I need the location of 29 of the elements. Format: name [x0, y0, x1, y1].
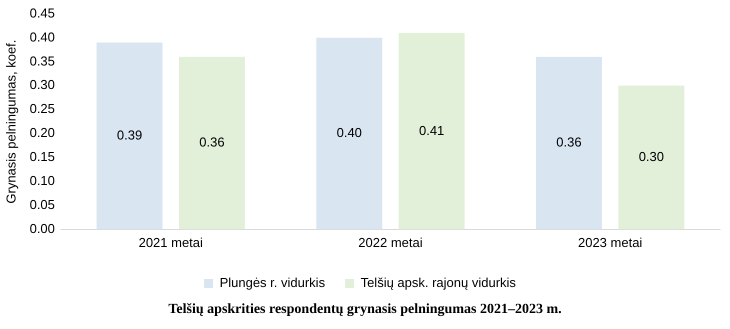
y-tick-label: 0.25: [30, 101, 55, 116]
y-tick-label: 0.35: [30, 53, 55, 68]
y-tick-label: 0.15: [30, 149, 55, 164]
data-label: 0.40: [336, 125, 362, 140]
data-label: 0.36: [199, 134, 225, 150]
x-tick-label: 2021 metai: [138, 234, 204, 250]
bar: [316, 38, 382, 230]
y-tick-label: 0.10: [30, 173, 55, 188]
text: Telšių apskrities respondentų grynasis pelningumas 2021–2023 m.: [167, 302, 563, 318]
x-tick-label: 2022 metai: [358, 234, 423, 250]
bar: [398, 32, 465, 230]
legend-label: Plungės r. vidurkis: [220, 275, 326, 290]
y-axis-title: Grynasis pelningumas, koef.: [3, 40, 18, 204]
bar: [536, 56, 602, 230]
x-tick-label: 2023 metai: [578, 234, 642, 250]
y-tick-label: 0.40: [30, 29, 55, 44]
y-tick-label: 0.20: [30, 125, 55, 140]
y-tick-label: 0.00: [30, 220, 55, 236]
data-label: 0.39: [116, 128, 142, 143]
bar: [178, 56, 245, 230]
bar: [618, 86, 684, 230]
y-tick-label: 0.05: [30, 197, 55, 212]
y-tick-label: 0.45: [30, 5, 55, 20]
data-label: 0.36: [556, 134, 582, 150]
y-tick-label: 0.30: [30, 77, 55, 92]
data-label: 0.41: [418, 122, 444, 138]
legend-label: Telšių apsk. rajonų vidurkis: [360, 275, 516, 290]
bar: [96, 42, 163, 230]
data-label: 0.30: [638, 149, 664, 164]
